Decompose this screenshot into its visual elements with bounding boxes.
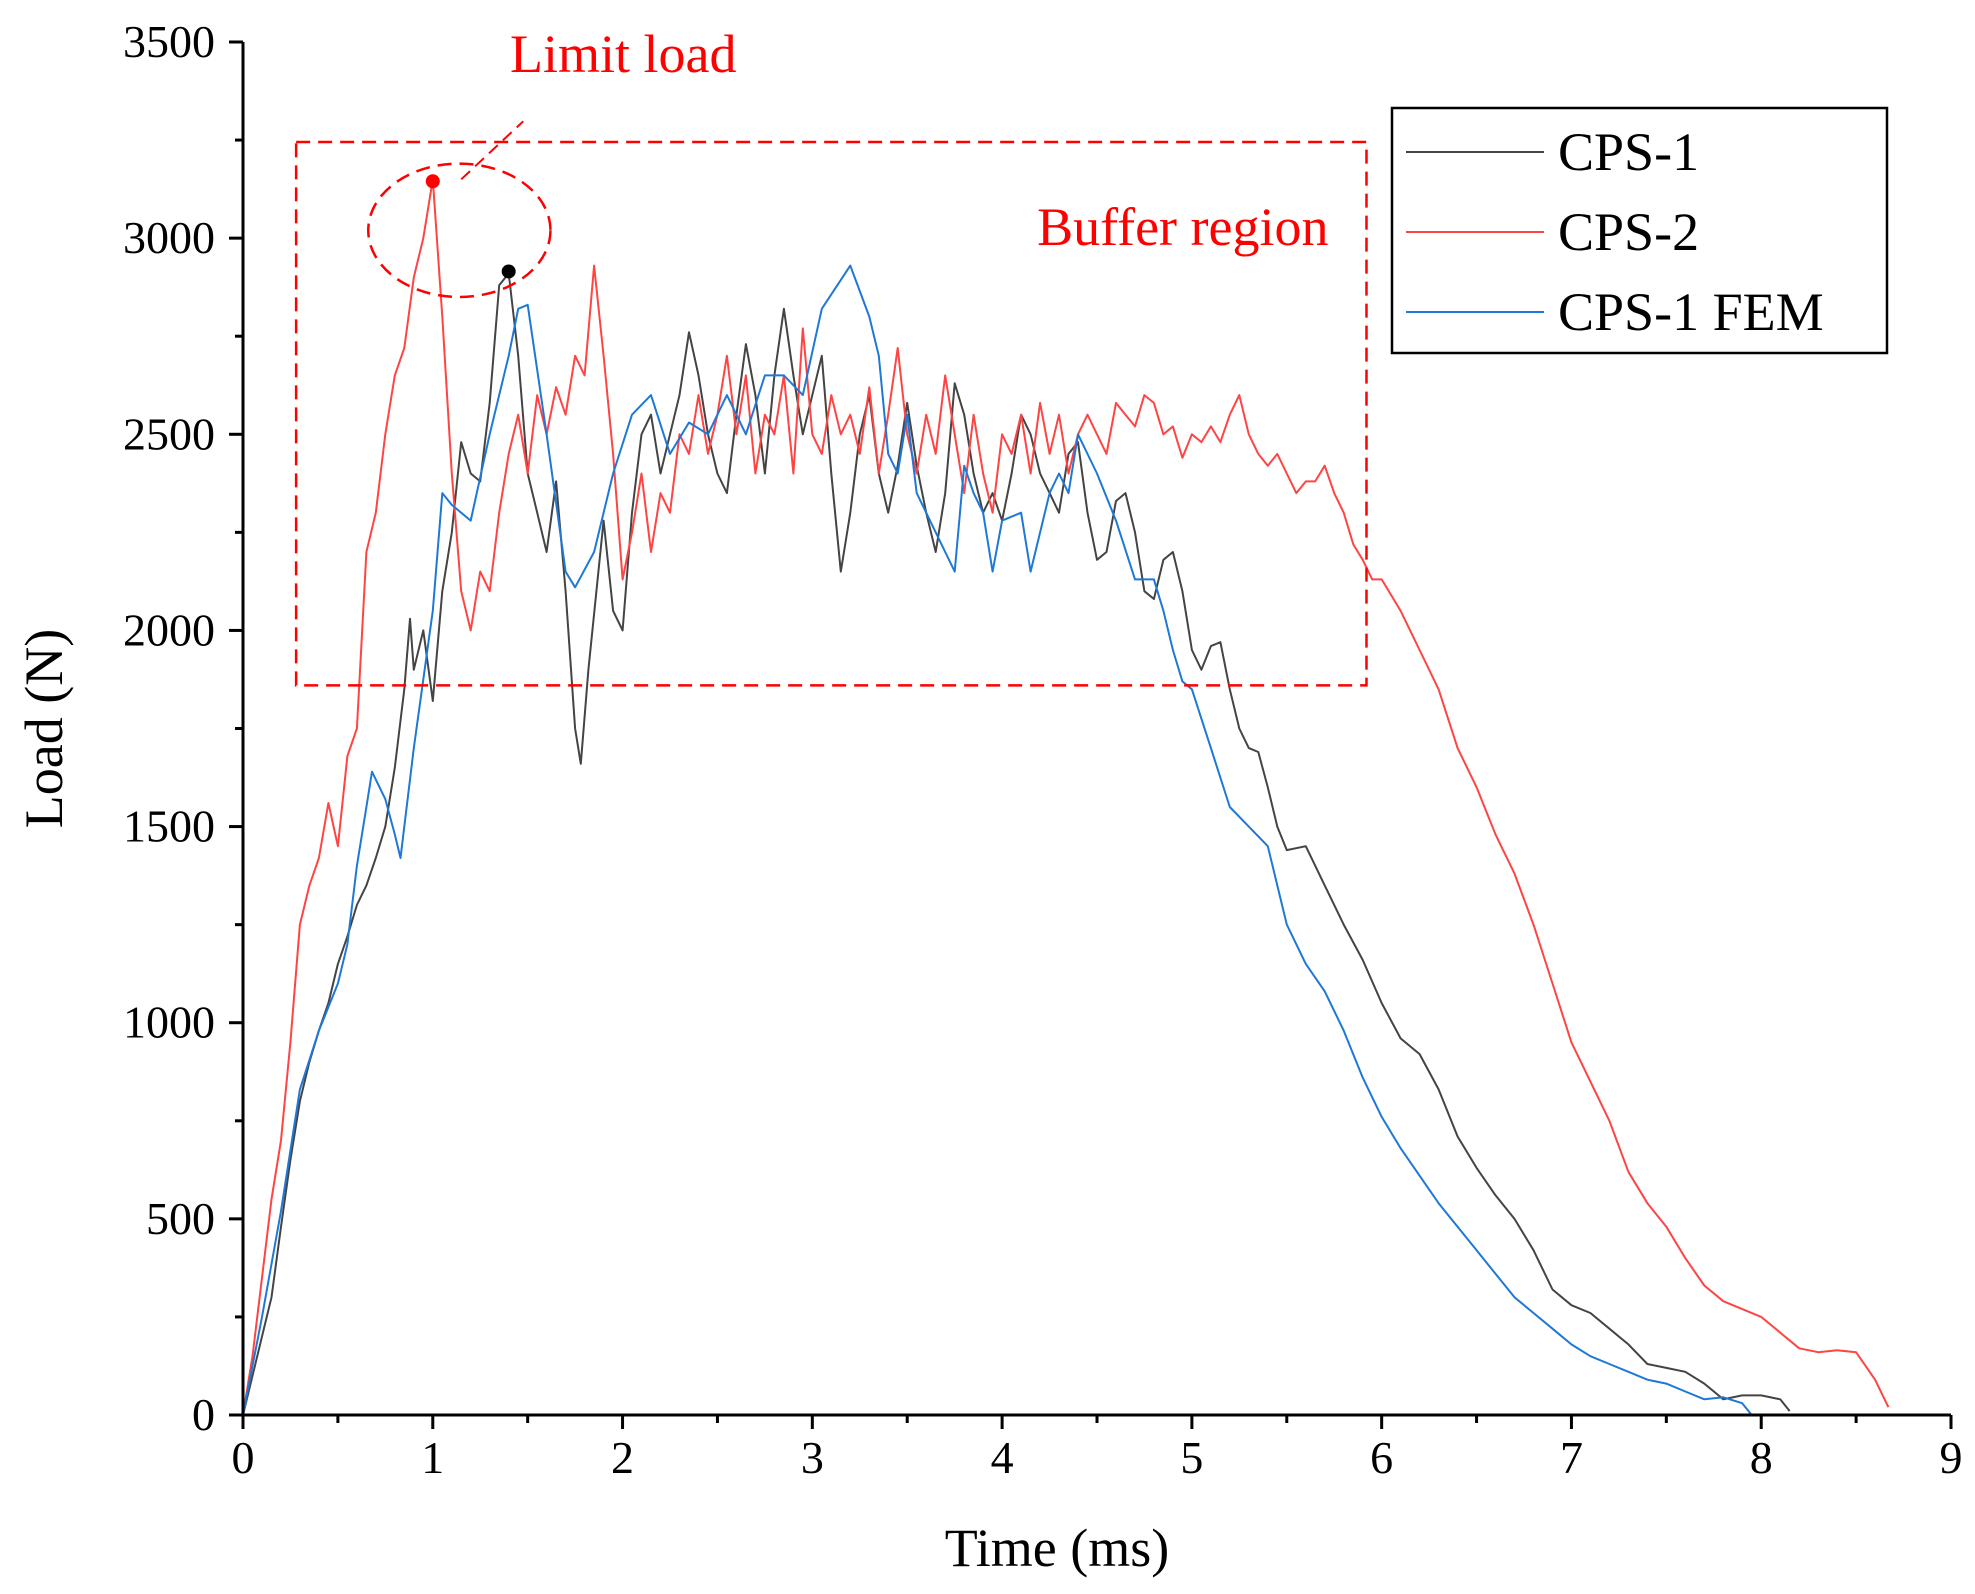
series-line-cps-1-fem bbox=[242, 264, 1753, 1416]
y-tick-label: 1500 bbox=[123, 801, 215, 852]
x-tick-label: 8 bbox=[1750, 1432, 1773, 1483]
series-line-cps-1 bbox=[242, 272, 1791, 1416]
x-tick-label: 2 bbox=[611, 1432, 634, 1483]
buffer-region-label: Buffer region bbox=[1037, 197, 1328, 257]
legend-entry-label: CPS-1 bbox=[1558, 122, 1699, 182]
annotation-layer: Buffer region Limit load bbox=[294, 24, 1368, 687]
y-tick-label: 2000 bbox=[123, 604, 215, 655]
peak-marker-cps-2 bbox=[425, 174, 440, 189]
series-line-cps-2 bbox=[242, 178, 1890, 1416]
x-tick-label: 4 bbox=[991, 1432, 1014, 1483]
legend-entry-label: CPS-2 bbox=[1558, 202, 1699, 262]
peak-marker-cps-1 bbox=[501, 264, 516, 279]
x-tick-label: 5 bbox=[1180, 1432, 1203, 1483]
limit-load-label: Limit load bbox=[510, 24, 736, 84]
y-tick-label: 3500 bbox=[123, 16, 215, 67]
y-tick-label: 3000 bbox=[123, 212, 215, 263]
y-tick-label: 2500 bbox=[123, 408, 215, 459]
limit-load-ellipse bbox=[367, 162, 552, 299]
y-tick-label: 500 bbox=[146, 1193, 215, 1244]
series-layer bbox=[242, 174, 1890, 1416]
x-axis-title: Time (ms) bbox=[945, 1518, 1170, 1578]
axes: 0 1 2 3 4 5 6 7 8 9 0 500 1000 1500 2000 2500 3000 3500 Ti… bbox=[14, 16, 1963, 1578]
buffer-region-box bbox=[294, 140, 1368, 687]
x-tick-label: 1 bbox=[421, 1432, 444, 1483]
x-tick-label: 0 bbox=[232, 1432, 255, 1483]
legend-entry-label: CPS-1 FEM bbox=[1558, 282, 1824, 342]
limit-load-leader bbox=[460, 120, 524, 181]
x-tick-label: 7 bbox=[1560, 1432, 1583, 1483]
x-tick-label: 3 bbox=[801, 1432, 824, 1483]
x-tick-label: 9 bbox=[1940, 1432, 1963, 1483]
legend: CPS-1 CPS-2 CPS-1 FEM bbox=[1390, 106, 1889, 355]
y-axis-title: Load (N) bbox=[14, 629, 74, 828]
y-tick-label: 0 bbox=[192, 1389, 215, 1440]
x-tick-label: 6 bbox=[1370, 1432, 1393, 1483]
y-tick-label: 1000 bbox=[123, 997, 215, 1048]
